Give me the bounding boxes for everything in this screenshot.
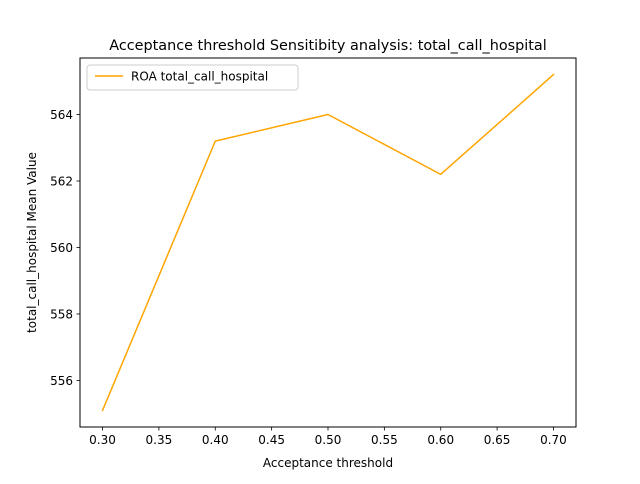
- x-tick-label: 0.30: [89, 433, 116, 447]
- x-axis-ticks: 0.30 0.35 0.40 0.45 0.50 0.55 0.60 0.65 0.70: [89, 427, 567, 447]
- y-tick-label: 558: [50, 307, 73, 321]
- plot-frame: [79, 57, 577, 428]
- x-tick-label: 0.65: [484, 433, 511, 447]
- x-tick-label: 0.70: [540, 433, 567, 447]
- x-axis-label: Acceptance threshold: [263, 456, 393, 470]
- x-tick-label: 0.60: [427, 433, 454, 447]
- x-tick-label: 0.50: [315, 433, 342, 447]
- series-line: [101, 73, 555, 412]
- x-tick-label: 0.55: [371, 433, 398, 447]
- y-axis-ticks: 556 558 560 562 564: [50, 108, 80, 388]
- x-tick-label: 0.45: [258, 433, 285, 447]
- series-layer: [101, 73, 555, 412]
- y-axis-label: total_call_hospital Mean Value: [25, 152, 39, 333]
- chart-title: Acceptance threshold Sensitibity analysi…: [109, 38, 547, 54]
- legend-box: [86, 64, 299, 91]
- y-tick-label: 556: [50, 374, 73, 388]
- y-tick-label: 564: [50, 108, 73, 122]
- x-tick-label: 0.35: [146, 433, 173, 447]
- y-tick-label: 562: [50, 174, 73, 188]
- legend: ROA total_call_hospital: [86, 64, 299, 91]
- legend-label: ROA total_call_hospital: [131, 70, 268, 84]
- y-tick-label: 560: [50, 241, 73, 255]
- x-tick-label: 0.40: [202, 433, 229, 447]
